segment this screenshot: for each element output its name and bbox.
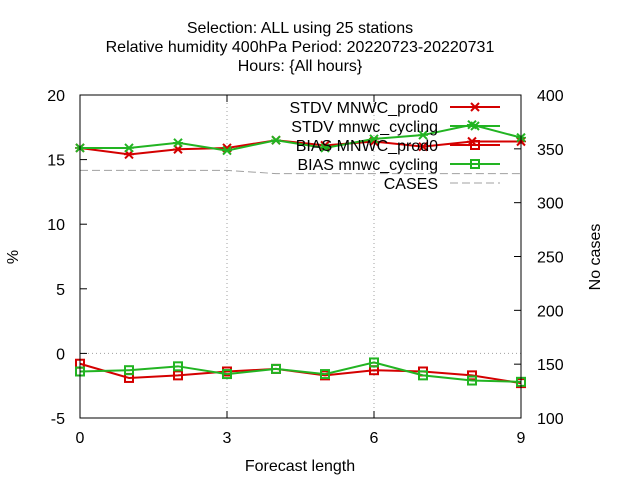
series-line bbox=[79, 139, 521, 156]
series-line bbox=[79, 361, 522, 383]
data-point bbox=[173, 138, 183, 148]
data-point bbox=[418, 370, 428, 381]
series-line bbox=[80, 123, 522, 152]
y2-tick-label: 200 bbox=[537, 303, 564, 320]
tick-layer: -5 0 5 10 15 20 100 150 200 250 300 350 400 0 3 6 9 bbox=[47, 88, 564, 447]
data-point bbox=[271, 135, 281, 145]
data-point bbox=[467, 375, 477, 386]
y2-axis-label: No cases bbox=[587, 224, 604, 291]
plot-frame bbox=[79, 94, 522, 419]
x-tick-label: 6 bbox=[370, 430, 379, 447]
data-point bbox=[173, 370, 183, 381]
y-tick-label: 15 bbox=[47, 153, 65, 170]
series-1 bbox=[75, 120, 526, 156]
data-point bbox=[124, 143, 134, 153]
data-point bbox=[271, 363, 281, 374]
x-axis-label: Forecast length bbox=[245, 458, 355, 475]
y2-tick-label: 400 bbox=[537, 88, 564, 105]
y-tick-label: 5 bbox=[56, 282, 65, 299]
title-line-1: Selection: ALL using 25 stations bbox=[187, 20, 413, 37]
legend-entry: STDV MNWC_prod0 bbox=[290, 100, 500, 117]
y-tick-label: 0 bbox=[56, 346, 65, 363]
data-point bbox=[470, 159, 480, 169]
series-line bbox=[79, 362, 522, 385]
data-point bbox=[470, 121, 480, 131]
data-point bbox=[222, 369, 232, 380]
x-tick-label: 0 bbox=[76, 430, 85, 447]
x-tick-label: 3 bbox=[223, 430, 232, 447]
y2-tick-label: 350 bbox=[537, 142, 564, 159]
data-point bbox=[320, 143, 330, 153]
y-tick-label: -5 bbox=[51, 411, 65, 428]
legend-label: CASES bbox=[384, 176, 438, 193]
data-point bbox=[173, 361, 183, 372]
legend-label: STDV MNWC_prod0 bbox=[290, 100, 439, 117]
y2-tick-label: 250 bbox=[537, 250, 564, 267]
data-point bbox=[418, 141, 428, 152]
y-tick-label: 10 bbox=[47, 217, 65, 234]
y2-tick-label: 100 bbox=[537, 411, 564, 428]
legend-entry: BIAS mnwc_cycling bbox=[298, 157, 500, 174]
legend-label: BIAS MNWC_prod0 bbox=[296, 138, 438, 155]
title-line-3: Hours: {All hours} bbox=[238, 58, 363, 75]
data-point bbox=[369, 134, 379, 144]
series-layer bbox=[75, 120, 526, 389]
x-tick-label: 9 bbox=[517, 430, 526, 447]
series-3 bbox=[75, 357, 526, 387]
legend-label: BIAS mnwc_cycling bbox=[298, 157, 439, 174]
legend-entry: BIAS MNWC_prod0 bbox=[296, 138, 500, 155]
y-axis-label: % bbox=[5, 250, 22, 264]
data-point bbox=[369, 357, 379, 368]
series-2 bbox=[75, 358, 526, 389]
legend-label: STDV mnwc_cycling bbox=[291, 119, 438, 136]
data-point bbox=[124, 365, 134, 376]
grid bbox=[80, 95, 521, 418]
legend: STDV MNWC_prod0 STDV mnwc_cycling BIAS MNW… bbox=[290, 100, 500, 193]
y2-tick-label: 300 bbox=[537, 196, 564, 213]
title-line-2: Relative humidity 400hPa Period: 2022072… bbox=[106, 39, 495, 56]
data-point bbox=[418, 130, 428, 140]
series-line bbox=[80, 169, 521, 175]
y2-tick-label: 150 bbox=[537, 357, 564, 374]
data-point bbox=[470, 102, 480, 112]
data-point bbox=[467, 370, 477, 381]
chart-title: Selection: ALL using 25 stations Relativ… bbox=[106, 20, 495, 75]
data-point bbox=[470, 140, 480, 150]
series-4 bbox=[80, 169, 521, 175]
data-point bbox=[320, 369, 330, 380]
legend-entry: CASES bbox=[384, 176, 500, 193]
y-tick-label: 20 bbox=[47, 88, 65, 105]
data-point bbox=[222, 145, 232, 156]
legend-entry: STDV mnwc_cycling bbox=[291, 119, 500, 136]
